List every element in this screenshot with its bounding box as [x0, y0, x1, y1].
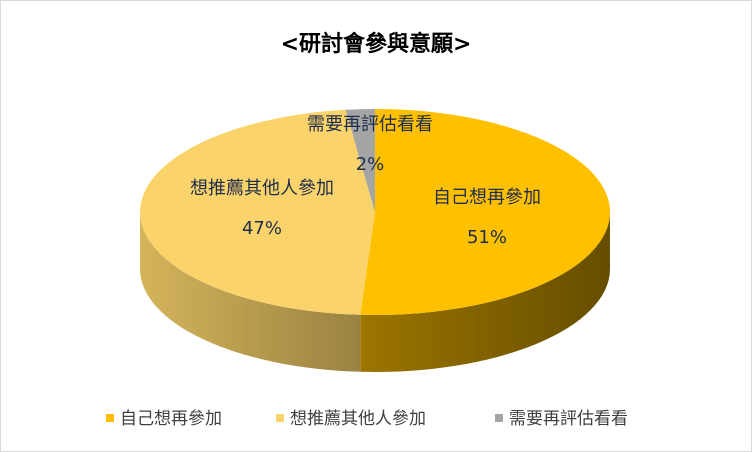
- data-label-name: 想推薦其他人參加: [190, 178, 334, 199]
- legend-marker: [276, 414, 284, 422]
- legend-label: 自己想再參加: [120, 409, 222, 429]
- slice-side: [360, 212, 610, 372]
- legend-marker: [495, 414, 503, 422]
- legend-label: 想推薦其他人參加: [290, 409, 426, 429]
- pie-slice: [345, 109, 375, 212]
- chart-title: <研討會參與意願>: [281, 31, 472, 57]
- data-label-value: 47%: [242, 218, 282, 239]
- slice-side: [140, 212, 361, 372]
- legend-label: 需要再評估看看: [509, 409, 628, 429]
- data-label-value: 51%: [467, 227, 507, 248]
- pie-slice: [140, 109, 375, 315]
- legend-marker: [106, 414, 114, 422]
- data-label-name: 自己想再參加: [433, 187, 541, 208]
- data-label-value: 2%: [356, 154, 385, 175]
- data-label-name: 需要再評估看看: [307, 114, 433, 135]
- pie-slice: [360, 109, 611, 315]
